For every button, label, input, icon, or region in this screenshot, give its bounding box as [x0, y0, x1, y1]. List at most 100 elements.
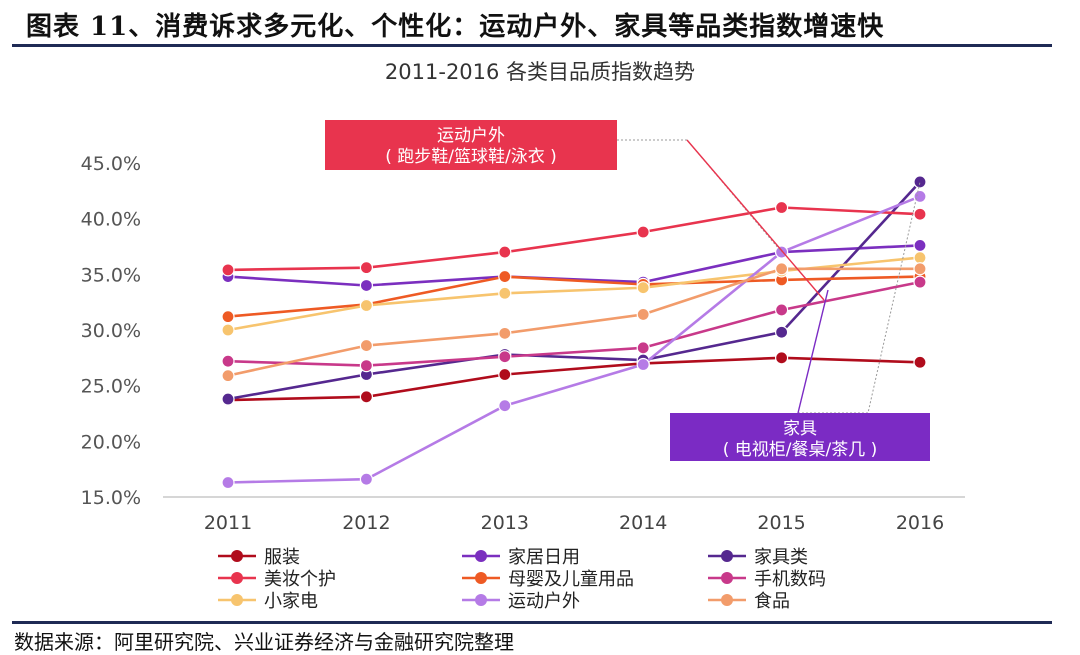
- data-point: [221, 392, 235, 406]
- callout-subtitle: ( 电视柜/餐桌/茶几 ): [723, 440, 878, 460]
- x-tick-label: 2016: [896, 512, 944, 534]
- series-line: [227, 280, 921, 367]
- data-point: [913, 355, 927, 369]
- data-point: [774, 262, 789, 276]
- callout-box: [670, 413, 930, 461]
- data-point: [636, 357, 650, 372]
- x-tick-label: 2011: [204, 512, 252, 534]
- data-point: [359, 390, 373, 404]
- legend-label: 运动户外: [508, 591, 580, 612]
- legend-item-2: 家居日用: [462, 547, 580, 568]
- legend-label: 服装: [264, 547, 300, 568]
- series-2: [221, 238, 927, 293]
- series-line: [227, 195, 921, 484]
- x-tick-label: 2012: [342, 512, 390, 534]
- x-tick-label: 2014: [619, 512, 667, 534]
- y-tick-label: 20.0%: [81, 431, 141, 453]
- legend-item-7: 小家电: [218, 591, 318, 612]
- source-rule: [12, 621, 1052, 624]
- data-point: [913, 238, 927, 252]
- data-point: [359, 338, 373, 353]
- annotation-callout-2: 家具( 电视柜/餐桌/茶几 ): [670, 181, 930, 461]
- data-point: [774, 200, 789, 215]
- series-line: [227, 356, 921, 402]
- data-point: [221, 369, 235, 383]
- legend-item-1: 服装: [218, 547, 300, 568]
- legend-swatch-marker: [721, 572, 733, 584]
- y-tick-label: 45.0%: [81, 153, 141, 175]
- legend-label: 食品: [754, 591, 790, 612]
- data-point: [498, 286, 512, 300]
- legend-label: 手机数码: [754, 569, 826, 590]
- data-point: [359, 278, 373, 293]
- data-point: [636, 281, 650, 295]
- data-point: [359, 261, 373, 275]
- legend-item-5: 母婴及儿童用品: [462, 569, 634, 590]
- legend-item-6: 手机数码: [708, 569, 826, 590]
- title-rule: [12, 44, 1052, 47]
- legend-swatch-marker: [721, 594, 733, 606]
- data-point: [636, 341, 650, 355]
- data-point: [498, 367, 512, 382]
- callout-leader: [797, 289, 829, 414]
- legend-swatch-marker: [475, 594, 487, 606]
- legend-label: 家具类: [754, 547, 808, 568]
- data-point: [498, 326, 512, 340]
- data-point: [498, 399, 512, 413]
- annotation-callout-1: 运动户外( 跑步鞋/篮球鞋/泳衣 ): [325, 120, 825, 301]
- line-chart: 15.0% 20.0% 25.0% 30.0% 35.0% 40.0% 45.0% 2011 2…: [81, 120, 965, 612]
- callout-subtitle: ( 跑步鞋/篮球鞋/泳衣 ): [385, 147, 557, 167]
- x-tick-label: 2013: [481, 512, 529, 534]
- callout-leader: [686, 139, 825, 301]
- data-point: [221, 310, 235, 324]
- data-point: [498, 269, 512, 284]
- y-tick-label: 35.0%: [81, 264, 141, 286]
- series-line: [227, 267, 920, 377]
- source-note: 数据来源：阿里研究院、兴业证券经济与金融研究院整理: [14, 630, 514, 654]
- legend-item-9: 食品: [708, 591, 790, 612]
- series-9: [221, 262, 927, 383]
- axis-layer: 15.0% 20.0% 25.0% 30.0% 35.0% 40.0% 45.0% 2011 2…: [81, 153, 965, 534]
- legend-item-4: 美妆个护: [218, 569, 336, 590]
- lines-layer: [221, 175, 927, 490]
- legend-label: 母婴及儿童用品: [508, 569, 634, 590]
- y-tick-label: 30.0%: [81, 320, 141, 342]
- legend-item-8: 运动户外: [462, 591, 580, 612]
- legend-swatch-marker: [475, 550, 487, 562]
- data-point: [913, 207, 927, 221]
- data-point: [359, 359, 373, 373]
- legend-label: 美妆个护: [264, 569, 336, 590]
- legend-swatch-marker: [721, 550, 733, 562]
- data-point: [913, 251, 927, 265]
- series-line: [227, 206, 921, 272]
- legend-label: 小家电: [264, 591, 318, 612]
- chart-title: 2011-2016 各类目品质指数趋势: [384, 60, 696, 84]
- callout-leader: [798, 181, 921, 414]
- annotation-layer: 运动户外( 跑步鞋/篮球鞋/泳衣 )家具( 电视柜/餐桌/茶几 ): [325, 120, 930, 461]
- series-line: [227, 181, 921, 401]
- y-tick-label: 15.0%: [81, 487, 141, 509]
- data-point: [913, 175, 927, 189]
- data-point: [636, 307, 650, 322]
- callout-title: 家具: [783, 419, 817, 439]
- data-point: [359, 472, 373, 486]
- data-point: [913, 275, 927, 289]
- data-point: [221, 475, 235, 490]
- legend-swatch-marker: [475, 572, 487, 584]
- data-point: [359, 298, 373, 313]
- data-point: [498, 245, 512, 259]
- series-line: [227, 275, 921, 318]
- callout-box: [325, 120, 617, 170]
- data-point: [498, 350, 512, 364]
- data-point: [221, 323, 235, 337]
- legend-label: 家居日用: [508, 547, 580, 568]
- y-tick-label: 25.0%: [81, 376, 141, 398]
- callout-title: 运动户外: [437, 126, 505, 146]
- y-tick-label: 40.0%: [81, 209, 141, 231]
- data-point: [913, 189, 927, 203]
- series-1: [221, 351, 927, 407]
- legend-item-3: 家具类: [708, 547, 808, 568]
- legend-swatch-marker: [231, 594, 243, 606]
- data-point: [774, 351, 789, 365]
